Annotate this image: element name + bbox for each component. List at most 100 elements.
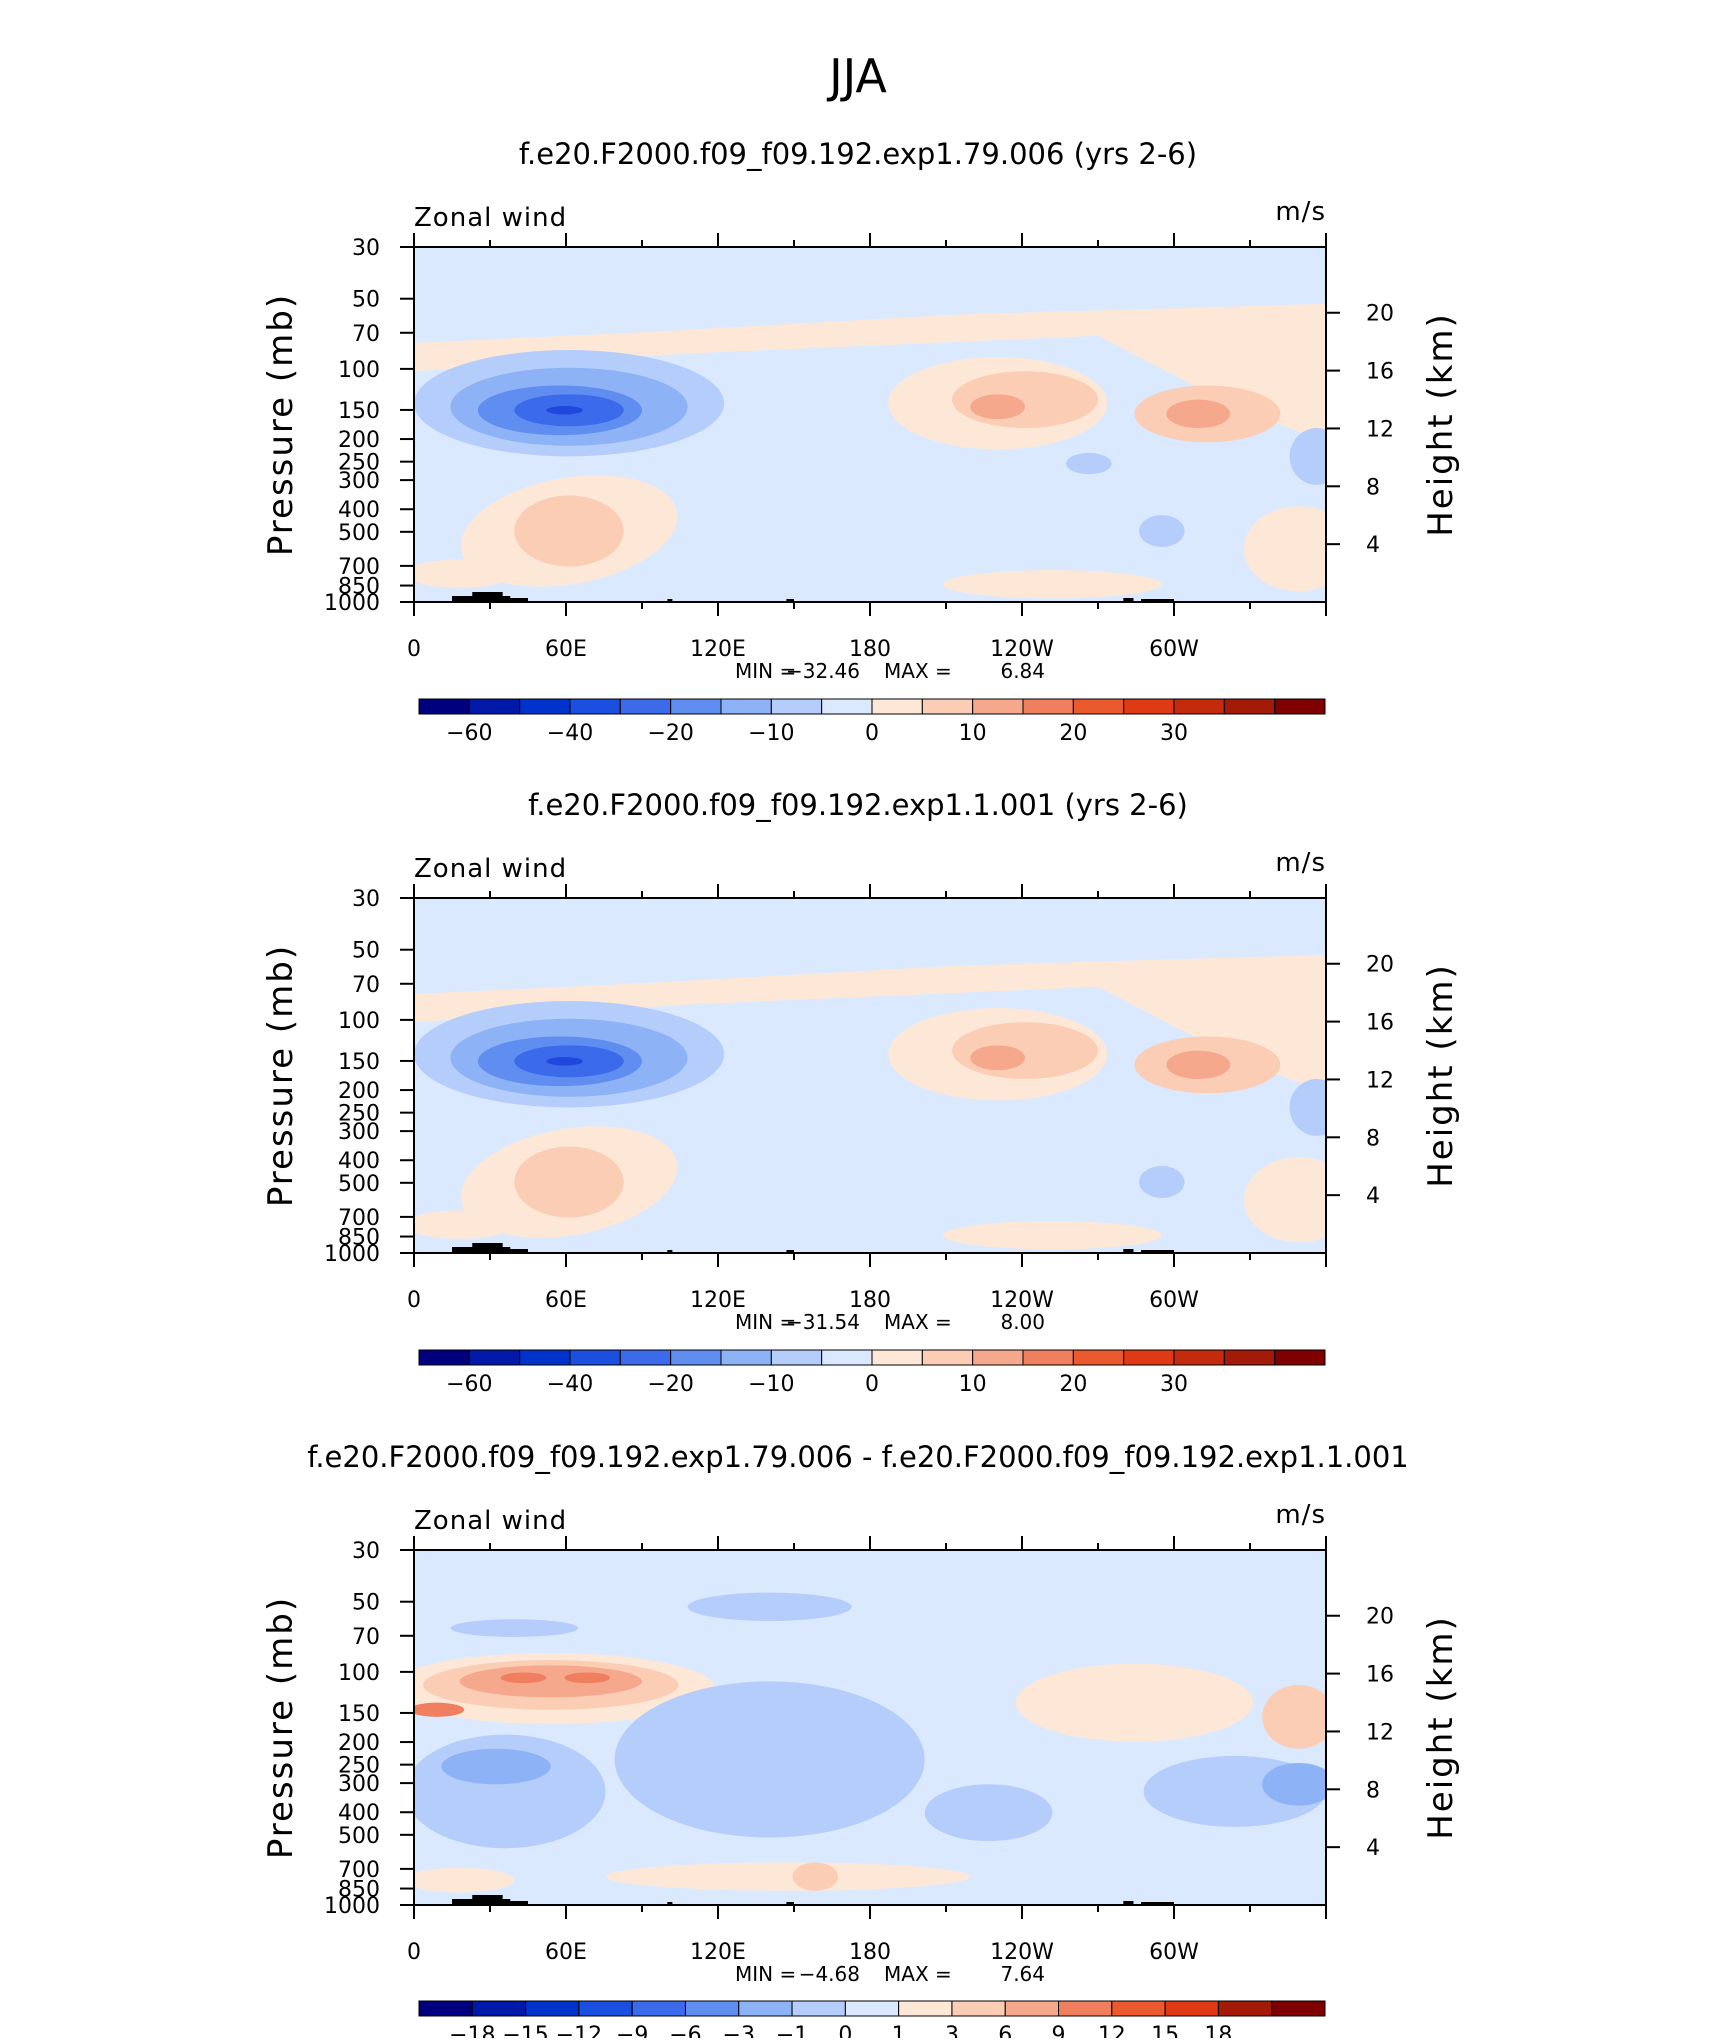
colorbar-box bbox=[1004, 2000, 1060, 2017]
stats-max-value: 7.64 bbox=[1000, 1962, 1045, 1986]
y-axis-title: Pressure (mb) bbox=[261, 293, 301, 556]
colorbar: −60 −40 −20 −10 0 10 20 30 bbox=[418, 698, 1326, 746]
colorbar-label: 20 bbox=[1059, 1372, 1087, 1397]
y-tick-label: 400 bbox=[338, 1149, 380, 1174]
diff-negative-far-east-core bbox=[1262, 1763, 1326, 1806]
diff-positive-inner bbox=[459, 1665, 642, 1698]
panels: f.e20.F2000.f09_f09.192.exp1.79.006 (yrs… bbox=[261, 137, 1461, 2042]
contour-field bbox=[414, 247, 1326, 602]
y-tick-label: 30 bbox=[352, 1539, 380, 1564]
y-tick-label: 70 bbox=[352, 973, 380, 998]
diff-lower-core bbox=[792, 1862, 839, 1891]
panel-title: f.e20.F2000.f09_f09.192.exp1.79.006 - f.… bbox=[307, 1440, 1409, 1474]
y-tick-label: 400 bbox=[338, 498, 380, 523]
units-label: m/s bbox=[1275, 197, 1326, 227]
x-tick-label: 60W bbox=[1149, 1940, 1199, 1965]
east-lower-positive bbox=[1243, 1157, 1326, 1243]
topography-block bbox=[667, 1250, 673, 1253]
colorbar-box bbox=[951, 2000, 1006, 2017]
diff-negative-east bbox=[924, 1784, 1053, 1842]
atlantic-jet-core bbox=[1166, 1050, 1231, 1080]
colorbar: −60 −40 −20 −10 0 10 20 30 bbox=[418, 1349, 1326, 1397]
stats-min-value: −31.54 bbox=[786, 1310, 860, 1334]
y-tick-label: 250 bbox=[338, 1102, 380, 1127]
diff-lower-positive bbox=[605, 1862, 971, 1891]
stats-max-label: MAX = bbox=[884, 1962, 952, 1986]
x-tick-label: 180 bbox=[849, 1940, 891, 1965]
diff-positive-west bbox=[414, 1702, 465, 1717]
colorbar-box bbox=[720, 698, 772, 715]
colorbar-box bbox=[1274, 698, 1326, 715]
y-tick-label: 150 bbox=[338, 1050, 380, 1075]
easterly-jet-max bbox=[546, 1057, 583, 1066]
x-tick-label: 120E bbox=[690, 637, 746, 662]
x-tick-label: 120W bbox=[990, 1288, 1054, 1313]
colorbar-box bbox=[471, 2000, 527, 2017]
colorbar-box bbox=[770, 698, 823, 715]
topography bbox=[452, 592, 1174, 602]
colorbar-label: 0 bbox=[865, 1372, 879, 1397]
topography-block bbox=[667, 599, 673, 602]
colorbar-box bbox=[519, 698, 571, 715]
diff-positive-max-1 bbox=[500, 1672, 547, 1684]
y-tick-label: 250 bbox=[338, 1754, 380, 1779]
colorbar-box bbox=[1173, 698, 1225, 715]
stats-min-label: MIN = bbox=[735, 1310, 796, 1334]
y-tick-label: 1000 bbox=[324, 1242, 380, 1267]
colorbar-label: −9 bbox=[616, 2023, 648, 2038]
colorbar-box bbox=[1217, 2000, 1273, 2017]
x-tick-label: 60E bbox=[545, 1940, 587, 1965]
colorbar-label: −6 bbox=[669, 2023, 701, 2038]
colorbar-box bbox=[1072, 698, 1125, 715]
upper-positive-band bbox=[414, 954, 1326, 1094]
colorbar-box bbox=[418, 2000, 473, 2017]
colorbar-label: −1 bbox=[776, 2023, 808, 2038]
colorbar-label: 10 bbox=[959, 1372, 987, 1397]
y-tick-label: 200 bbox=[338, 1079, 380, 1104]
units-label: m/s bbox=[1275, 848, 1326, 878]
y-tick-label: 300 bbox=[338, 1772, 380, 1797]
colorbar-label: −10 bbox=[748, 721, 794, 746]
colorbar-box bbox=[418, 1349, 470, 1366]
y-tick-label: 100 bbox=[338, 1009, 380, 1034]
colorbar-label: −10 bbox=[748, 1372, 794, 1397]
y-tick-label: 500 bbox=[338, 521, 380, 546]
colorbar-box bbox=[1123, 1349, 1175, 1366]
diff-east-edge bbox=[1262, 1684, 1326, 1749]
colorbar-label: 12 bbox=[1098, 2023, 1126, 2038]
colorbar-box bbox=[1173, 1349, 1225, 1366]
topography-block bbox=[490, 598, 528, 602]
y-tick-label: 250 bbox=[338, 451, 380, 476]
colorbar-box bbox=[468, 1349, 521, 1366]
y-axis-title: Pressure (mb) bbox=[261, 944, 301, 1207]
y2-tick-label: 8 bbox=[1366, 1778, 1380, 1803]
x-tick-label: 60W bbox=[1149, 637, 1199, 662]
colorbar-box bbox=[1271, 2000, 1326, 2017]
figure-title: JJA bbox=[826, 49, 887, 103]
topography-block bbox=[1123, 598, 1134, 602]
colorbar-label: 10 bbox=[959, 721, 987, 746]
colorbar-box bbox=[1072, 1349, 1125, 1366]
panel-2: f.e20.F2000.f09_f09.192.exp1.1.001 (yrs … bbox=[261, 788, 1461, 1397]
topography bbox=[452, 1895, 1174, 1905]
panel-1: f.e20.F2000.f09_f09.192.exp1.79.006 (yrs… bbox=[261, 137, 1461, 746]
colorbar-box bbox=[1274, 1349, 1326, 1366]
colorbar-box bbox=[791, 2000, 846, 2017]
y-axis-title: Pressure (mb) bbox=[261, 1596, 301, 1859]
atlantic-jet-core bbox=[1166, 399, 1231, 429]
negative-patch-3 bbox=[1289, 428, 1326, 485]
x-tick-label: 120E bbox=[690, 1288, 746, 1313]
y-tick-label: 500 bbox=[338, 1172, 380, 1197]
y-tick-label: 700 bbox=[338, 1858, 380, 1883]
colorbar-label: −3 bbox=[723, 2023, 755, 2038]
colorbar-box bbox=[821, 1349, 873, 1366]
colorbar-box bbox=[631, 2000, 686, 2017]
diff-negative-upper-west bbox=[450, 1619, 579, 1637]
y2-tick-label: 16 bbox=[1366, 360, 1394, 385]
topography-block bbox=[472, 1243, 503, 1253]
y-tick-label: 700 bbox=[338, 1206, 380, 1231]
x-tick-label: 180 bbox=[849, 1288, 891, 1313]
diff-negative-west-core bbox=[441, 1748, 551, 1785]
topography-block bbox=[667, 1902, 673, 1905]
colorbar-box bbox=[1164, 2000, 1219, 2017]
